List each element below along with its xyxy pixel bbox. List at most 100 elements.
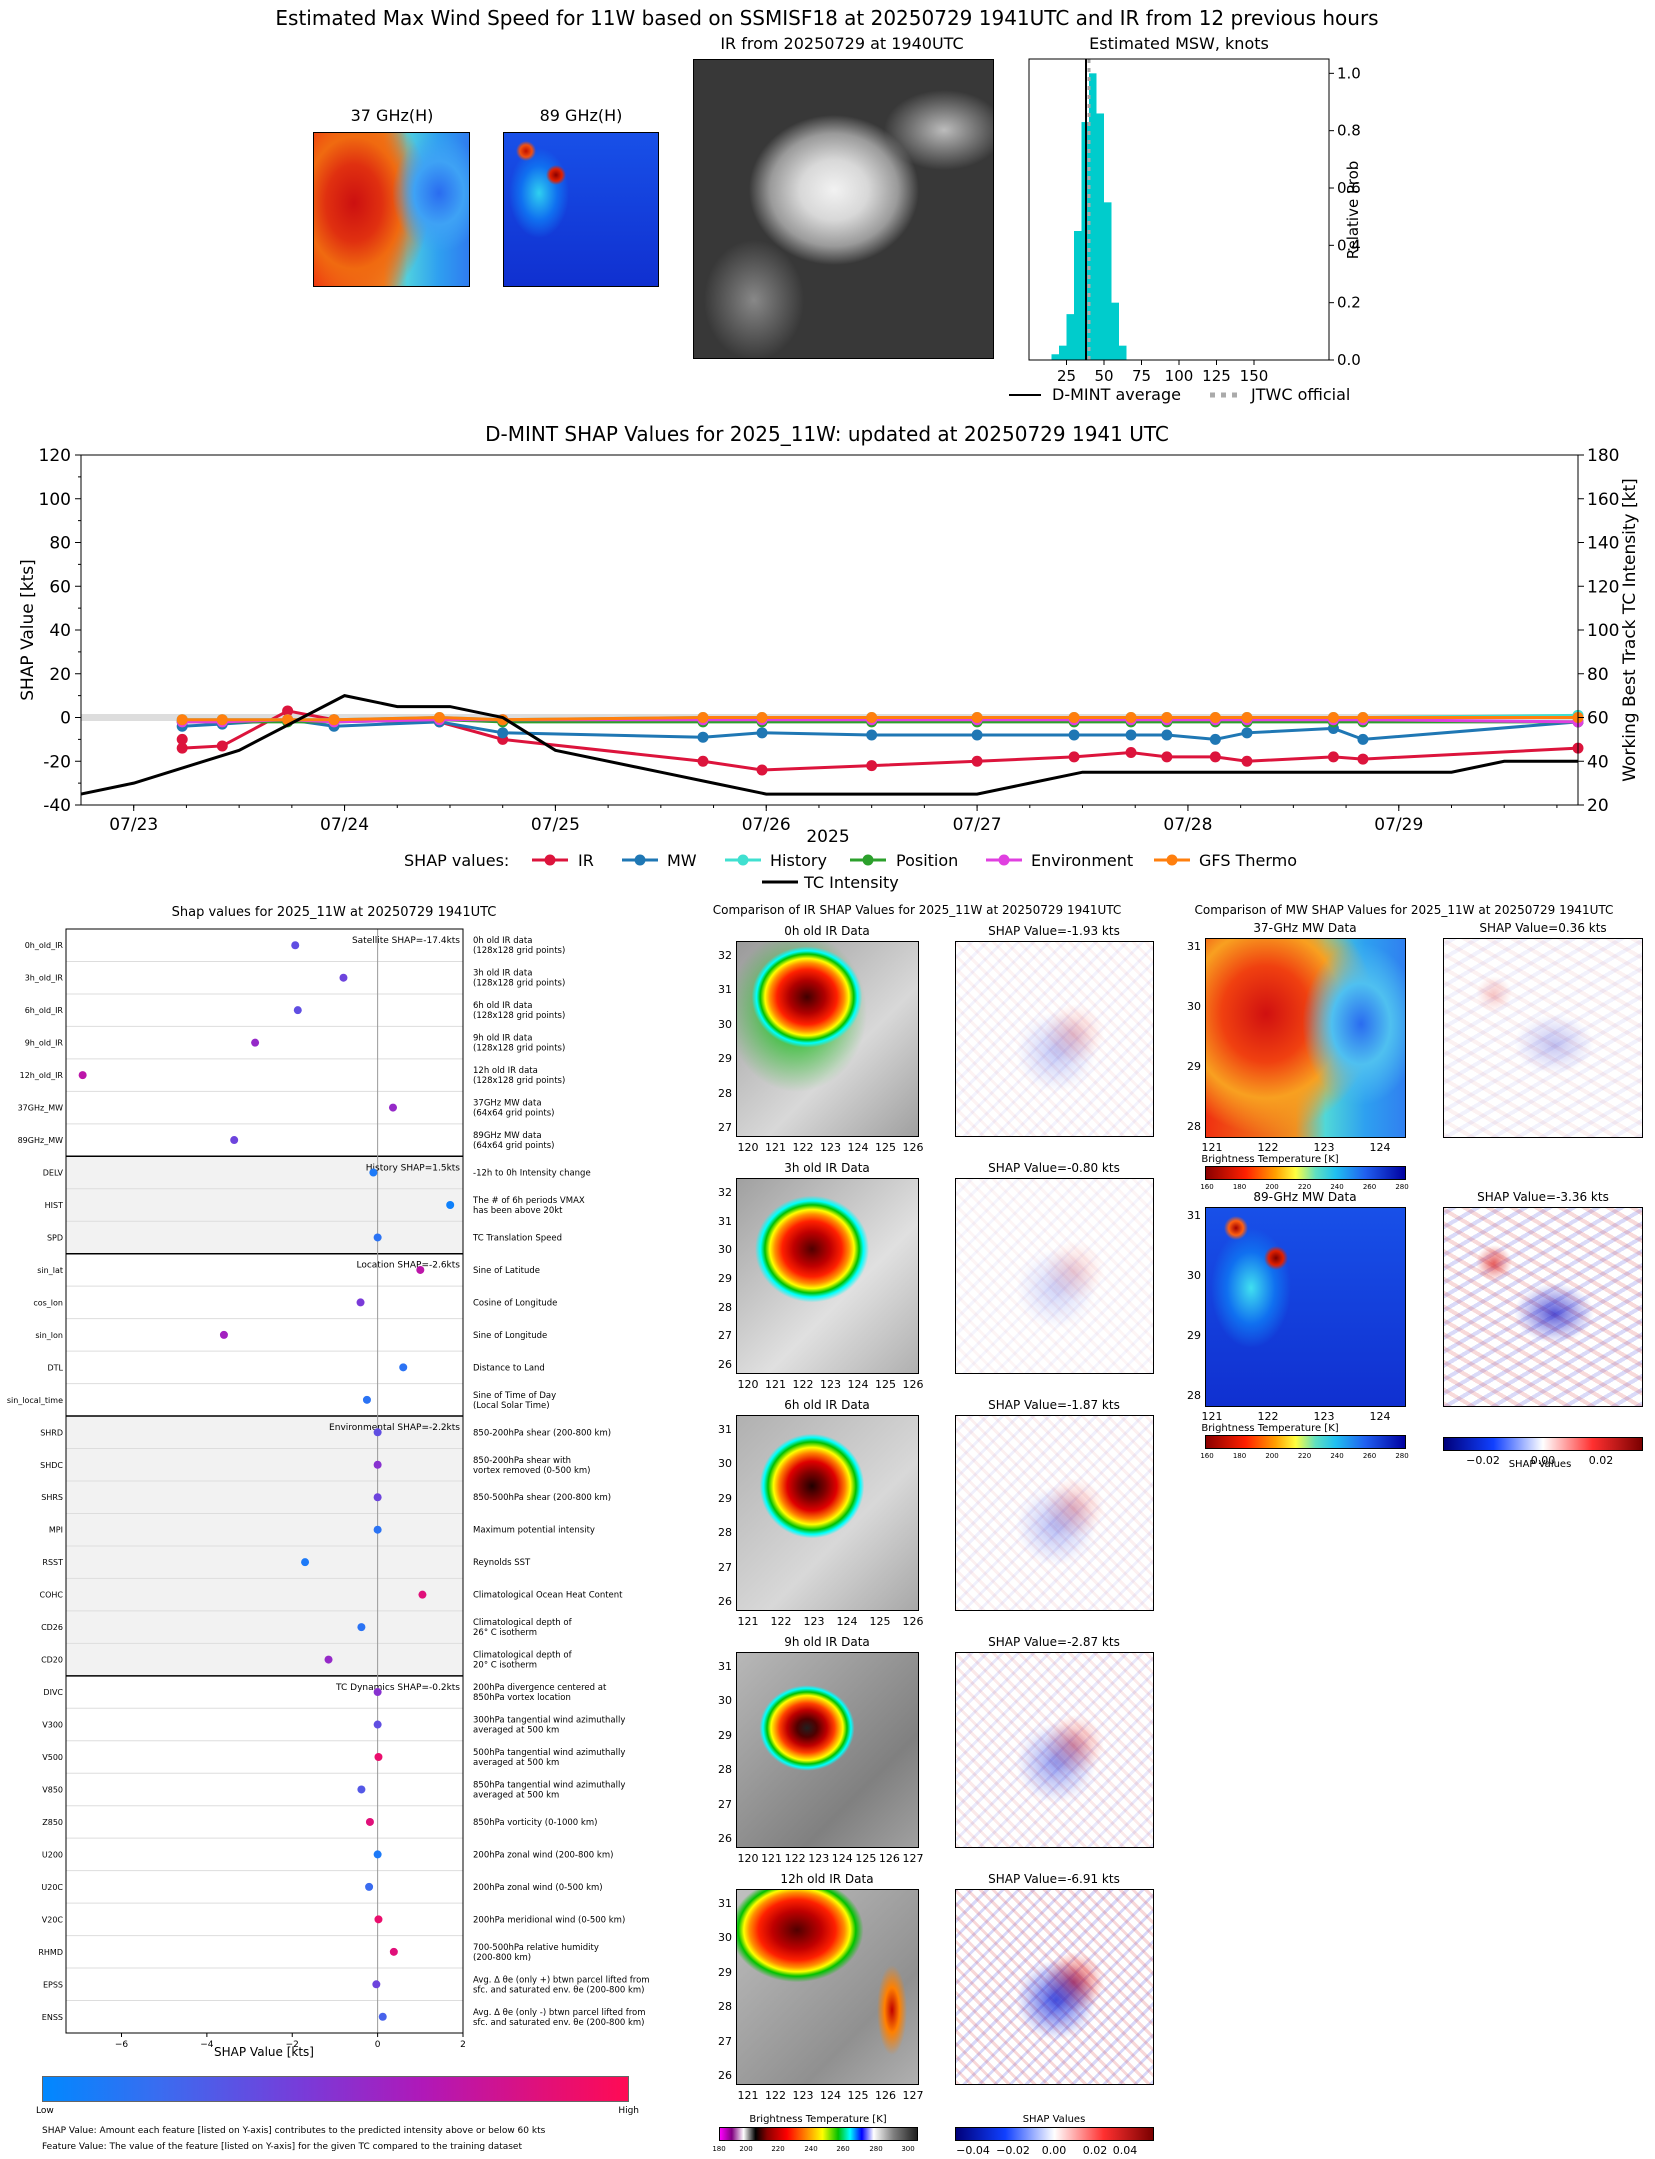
ir-shap-label: SHAP Value=-1.93 kts [988,924,1120,938]
feature-desc: (128x128 grid points) [473,1076,565,1086]
ts-ytick-label: 100 [39,490,71,510]
ts-xlabel: 2025 [806,827,850,847]
feature-dot [357,1785,366,1794]
group-label: History SHAP=1.5kts [366,1163,461,1173]
feature-dot [365,1882,374,1891]
ir-ytick-label: 31 [718,1423,732,1436]
ir-cb1-label: Brightness Temperature [K] [749,2114,887,2125]
shap-ts-title: D-MINT SHAP Values for 2025_11W: updated… [485,422,1169,446]
mw-xtick-label: 122 [1257,1141,1279,1154]
ir-ytick-label: 31 [718,983,732,997]
feature-desc: 300hPa tangential wind azimuthally [473,1716,625,1726]
mw-xtick-label: 122 [1257,1410,1279,1423]
feature-label: SPD [47,1233,63,1242]
mw-ytick-label: 29 [1187,1329,1201,1342]
ir-xtick-label: 123 [803,1615,825,1628]
hist-bar [1066,314,1074,360]
ir-ytick-label: 26 [718,1595,732,1608]
feature-desc: 26° C isotherm [473,1628,537,1638]
ir-shap-label: SHAP Value=-6.91 kts [988,1872,1120,1886]
ir-ytick-label: 29 [718,1272,732,1285]
feature-desc: (128x128 grid points) [473,979,565,989]
series-point-gfs-thermo [433,712,445,723]
series-point-mw [1125,729,1137,741]
hist-ytick-label: 0.4 [1337,236,1361,254]
svg-text:280: 280 [869,2145,882,2153]
feature-dot [362,1395,371,1404]
ts-ytick-label: -20 [43,752,71,772]
mw-xtick-label: 123 [1313,1141,1335,1154]
mw-bt-colorbar [1205,1166,1406,1180]
mw-bt-tick: 260 [1363,1452,1376,1460]
svg-text:220: 220 [771,2145,784,2153]
feature-desc: Sine of Longitude [473,1331,547,1341]
feature-desc: 200hPa meridional wind (0-500 km) [473,1915,625,1925]
ir-ytick-label: 27 [718,1560,732,1574]
series-point-gfs-thermo [328,714,340,726]
ir-row-label: 0h old IR Data [784,924,870,938]
mw-bt-colorbar-ticks: 160 180 200 220 240 260 280 [1200,1452,1408,1460]
mw-shap-colorbar-ticks: −0.02 0.00 0.02 [1466,1454,1613,1467]
ir-xtick-label: 121 [737,2089,759,2102]
feature-desc: 0h old IR data [473,936,532,946]
ts-ytick-label: 40 [49,621,71,641]
legend-marker [634,854,646,866]
ir-shap-map-1 [955,1178,1154,1374]
ir-ytick-label: 28 [718,1526,732,1540]
feature-label: 6h_old_IR [25,1006,64,1015]
mw89-image [503,132,659,287]
hist-xtick-label: 75 [1132,367,1151,385]
ir-ytick-label: 30 [718,1694,732,1708]
history-group-bg [66,1156,463,1254]
mw-shap-label: SHAP Value=-3.36 kts [1477,1190,1609,1204]
hist-bar [1051,354,1059,360]
feat-xtick-label: −6 [115,2040,129,2050]
legend-dmint: D-MINT average [1052,385,1181,404]
shap-colorbar-ticks: −0.04 −0.02 0.00 0.02 0.04 [956,2144,1138,2157]
mw-xtick-label: 124 [1369,1410,1391,1423]
ir-ytick-label: 27 [718,1797,732,1811]
series-point-mw [697,731,709,743]
mw-row-label: 89-GHz MW Data [1253,1190,1357,1204]
ts-xtick-label: 07/25 [531,815,580,835]
mw-xtick-label: 123 [1313,1410,1335,1423]
series-point-ir [866,760,878,772]
series-point-ir [697,755,709,767]
feature-dot [373,1233,382,1242]
feature-desc: 200hPa zonal wind (0-500 km) [473,1883,603,1893]
ts-ytick-label: 120 [39,446,71,466]
hist-bar [1096,113,1104,360]
svg-text:0.04: 0.04 [1113,2144,1138,2157]
ir-xtick-label: 125 [847,2089,869,2102]
series-point-mw [497,727,509,739]
ts-ytick-label: 60 [49,577,71,597]
ir-xtick-label: 122 [765,2089,786,2102]
ts-legend-environment: Environment [1031,851,1134,870]
feature-desc: 37GHz MW data [473,1099,542,1109]
ir-xtick-label: 126 [902,1615,924,1628]
series-point-ir [1068,751,1080,763]
ir-xtick-label: 121 [761,1852,783,1865]
ts-xtick-label: 07/26 [742,815,791,835]
feature-dot [301,1558,310,1567]
ir-ytick-label: 31 [718,1214,732,1228]
ts-legend-tcint: TC Intensity [804,873,899,892]
mw-bt-tick: 240 [1330,1452,1343,1460]
ir-image-3 [736,1652,919,1848]
ir-xtick-label: 121 [765,1378,786,1391]
ts-ytick-label: 20 [49,665,71,685]
feature-label: RSST [42,1558,63,1567]
ts-xtick-label: 07/24 [320,815,369,835]
feature-dot [388,1103,397,1112]
feature-desc: Climatological Ocean Heat Content [473,1591,623,1601]
hist-bar [1059,345,1067,360]
feature-desc: 200hPa zonal wind (200-800 km) [473,1850,613,1860]
feature-desc: (128x128 grid points) [473,1011,565,1021]
ir-xtick-label: 123 [808,1852,830,1865]
mw-xtick-label: 124 [1369,1141,1391,1154]
ir-ytick-label: 30 [718,1243,732,1257]
hist-bar [1089,73,1097,360]
feature-label: 3h_old_IR [25,974,64,983]
series-point-ir [282,705,294,717]
mw-bt-tick: 160 [1200,1183,1213,1191]
